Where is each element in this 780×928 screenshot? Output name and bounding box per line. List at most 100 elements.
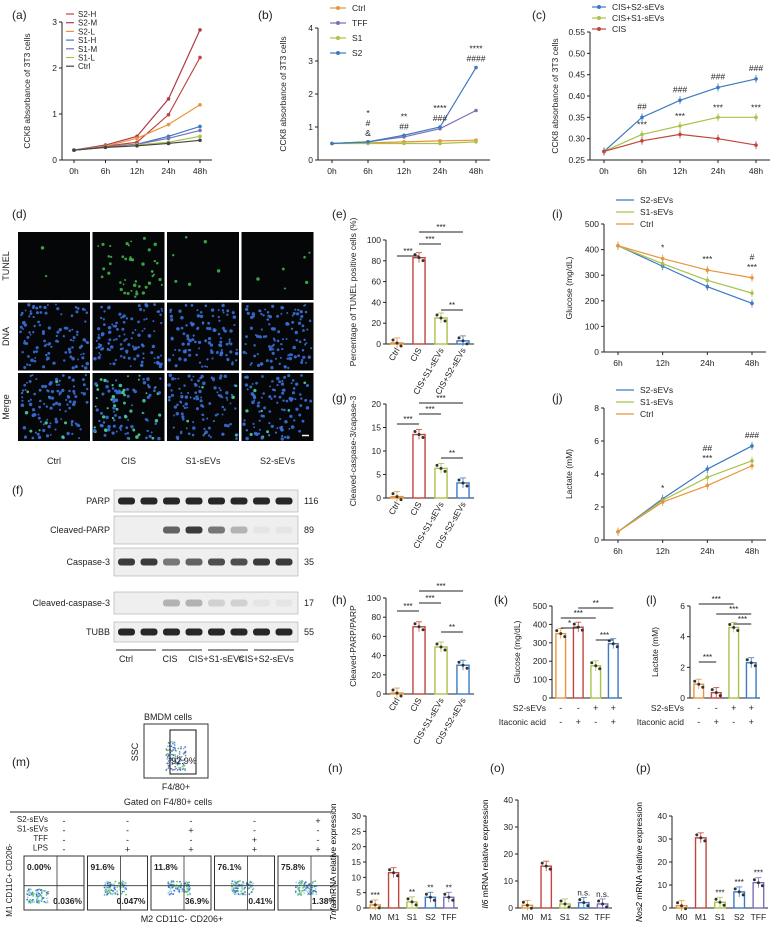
cell-dot: [153, 386, 156, 390]
cell-dot: [196, 314, 201, 318]
treatment-sign: +: [315, 845, 320, 855]
cell-dot: [198, 347, 201, 350]
data-dot: [395, 495, 399, 499]
cell-dot: [112, 362, 116, 366]
cell-dot: [126, 291, 130, 295]
panel-b-xtick-label: 6h: [363, 166, 373, 176]
sig-label: ***: [436, 582, 445, 591]
cell-dot: [142, 398, 146, 403]
kda-label: 17: [304, 598, 314, 608]
flow-event: [171, 750, 173, 752]
cell-dot: [253, 426, 256, 429]
category-label: S1: [560, 912, 571, 922]
flow-event: [33, 901, 36, 903]
cell-dot: [218, 387, 221, 390]
cell-dot: [283, 375, 287, 379]
cell-dot: [35, 346, 39, 350]
cell-dot: [20, 403, 25, 407]
data-dot: [435, 642, 439, 646]
cell-dot: [287, 374, 291, 378]
sig-label: ***: [436, 394, 445, 403]
flow-event: [178, 753, 181, 755]
cell-dot: [186, 406, 189, 409]
cell-dot: [23, 383, 27, 387]
treatment-row-label: S1-sEVs: [17, 825, 48, 834]
cell-dot: [108, 338, 112, 342]
cell-dot: [49, 433, 52, 436]
data-dot: [399, 344, 403, 348]
sig-label: *: [568, 619, 571, 628]
data-point-b: [438, 141, 442, 146]
panel-k-ytick-label: 0: [542, 693, 547, 703]
cell-dot: [129, 256, 132, 259]
cell-dot: [56, 307, 60, 311]
cell-dot: [253, 388, 257, 393]
cell-dot: [81, 365, 84, 368]
data-point-a: [166, 122, 171, 127]
cell-dot: [234, 433, 238, 437]
panel-i-ytick-label: 200: [585, 296, 599, 306]
cell-dot: [125, 426, 129, 430]
cell-dot: [291, 320, 295, 324]
series-line-i-Ctrl: [617, 245, 753, 279]
flow-event: [29, 901, 32, 904]
cell-dot: [134, 346, 138, 350]
cell-dot: [260, 312, 263, 316]
flow-event: [311, 891, 314, 894]
cell-dot: [75, 310, 79, 314]
flow-event: [240, 892, 243, 895]
cell-dot: [62, 335, 66, 338]
cell-dot: [56, 389, 60, 393]
cell-dot: [233, 323, 236, 327]
cell-dot: [33, 392, 37, 396]
cell-dot: [179, 431, 183, 435]
treatment-sign: -: [63, 816, 66, 826]
panel-n-letter: (n): [328, 761, 343, 775]
sig-label: #: [366, 118, 371, 128]
flow-event: [170, 892, 173, 895]
cell-dot: [295, 339, 299, 342]
cell-dot: [52, 402, 56, 406]
cell-dot: [290, 382, 293, 385]
flow-event: [312, 893, 314, 896]
cell-dot: [229, 350, 233, 354]
cell-dot: [54, 428, 57, 431]
panel-i-ytick-label: 300: [585, 270, 599, 280]
cell-dot: [37, 435, 42, 440]
treatment-sign: -: [317, 826, 320, 836]
cell-dot: [105, 385, 109, 389]
flow-event: [176, 761, 178, 764]
flow-event: [297, 894, 300, 896]
cell-dot: [180, 412, 184, 416]
cell-dot: [122, 388, 126, 392]
cell-dot: [32, 315, 35, 319]
cell-dot: [218, 344, 223, 348]
flow-event: [184, 754, 187, 757]
cell-dot: [242, 422, 246, 426]
cell-dot: [42, 428, 46, 432]
data-dot: [443, 648, 447, 652]
panel-c-ytick-label: 0.40: [568, 91, 585, 101]
cell-dot: [23, 339, 26, 342]
cell-dot: [251, 312, 256, 316]
cell-dot: [300, 360, 304, 364]
cell-dot: [24, 309, 27, 312]
gate-percentage: 92.9%: [171, 756, 197, 766]
panel-h-letter: (h): [332, 593, 347, 607]
cell-dot: [252, 395, 257, 399]
panel-p-ytick-label: 30: [658, 834, 668, 844]
cell-dot: [158, 413, 162, 417]
cell-dot: [85, 340, 89, 344]
sig-label: *: [661, 243, 665, 253]
cell-dot: [140, 360, 144, 364]
cell-dot: [258, 335, 262, 339]
flow-event: [180, 888, 183, 890]
flow-event: [110, 889, 113, 892]
cell-dot: [303, 381, 307, 385]
panel-o-ytick-label: 0: [508, 903, 513, 913]
data-dot: [443, 469, 447, 473]
cell-dot: [80, 391, 83, 394]
cell-dot: [40, 246, 45, 250]
flow-event: [120, 892, 123, 895]
